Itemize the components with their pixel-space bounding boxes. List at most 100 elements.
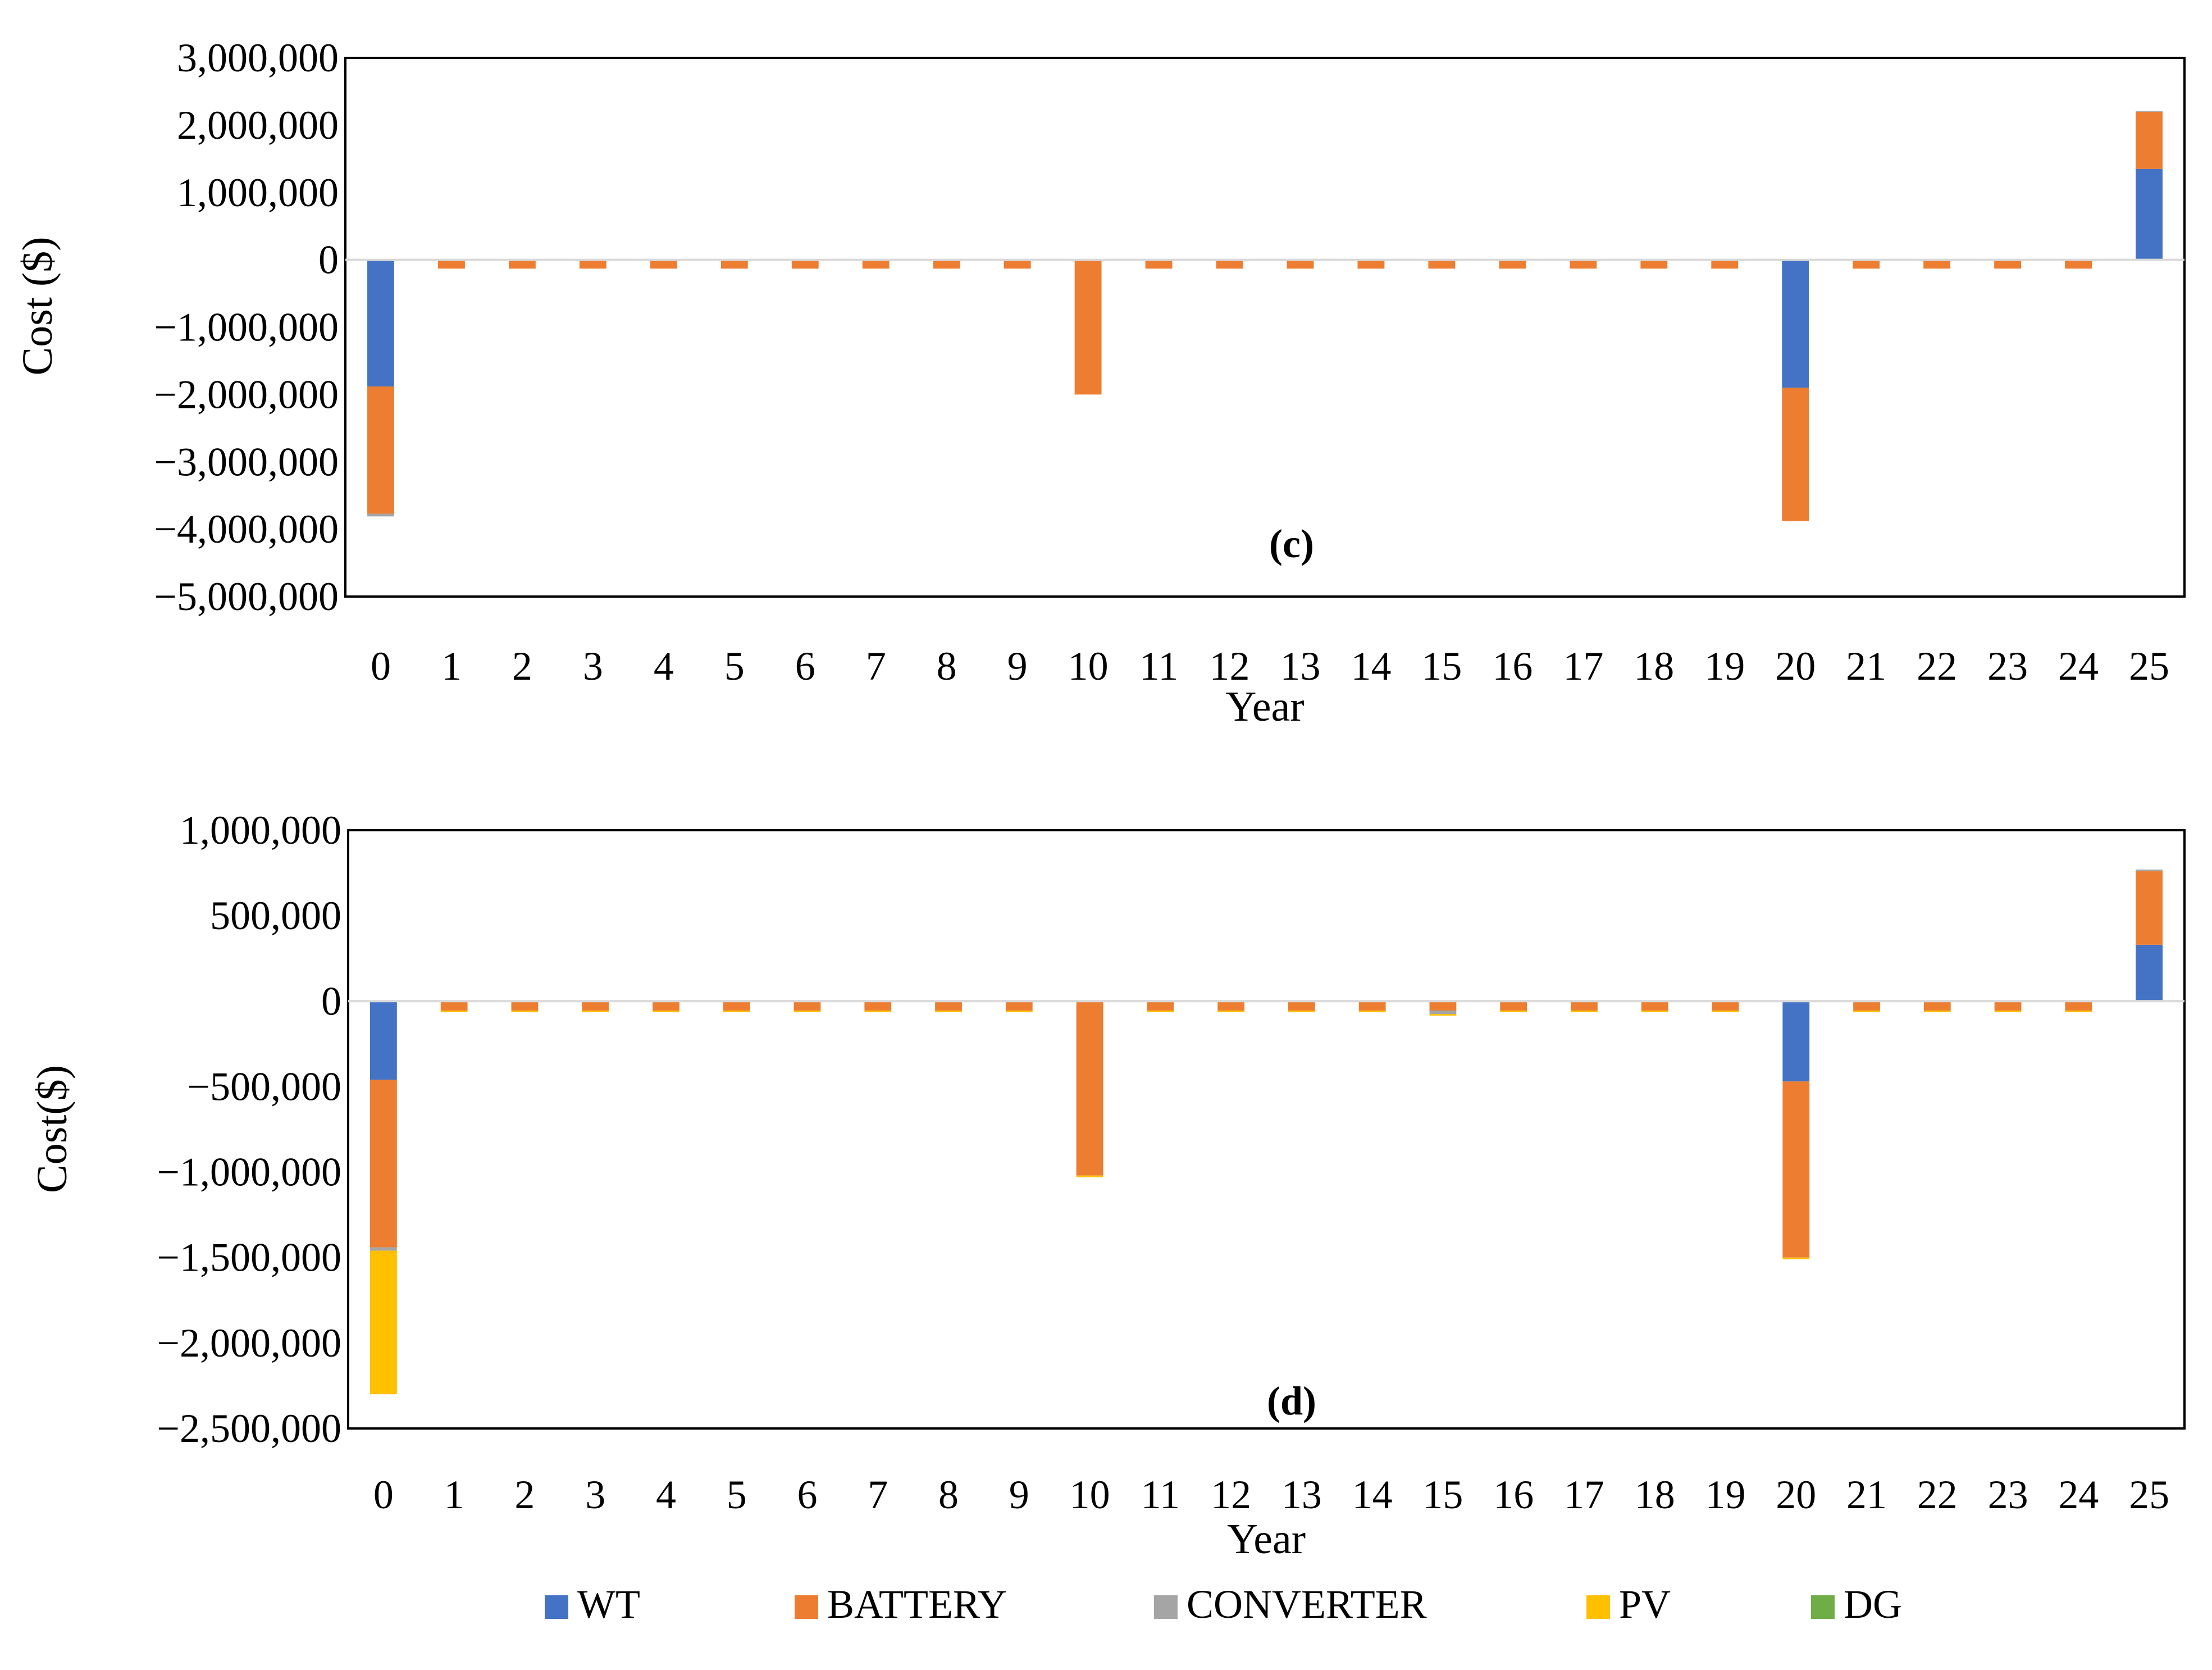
- bar-segment-pv-year-24: [2065, 1011, 2092, 1013]
- y-tick-label: 0: [318, 238, 339, 283]
- bar-segment-pv-year-11: [1147, 1011, 1174, 1013]
- bar-segment-battery-year-21: [1853, 1001, 1880, 1011]
- x-tick-label: 23: [1987, 644, 2028, 689]
- x-tick-label: 18: [1634, 644, 1674, 689]
- bar-segment-battery-year-21: [1853, 260, 1880, 269]
- y-tick-label: −1,500,000: [157, 1235, 341, 1280]
- x-tick-label: 8: [938, 1472, 959, 1517]
- bar-segment-battery-year-15: [1428, 260, 1456, 269]
- x-tick-label: 21: [1846, 644, 1886, 689]
- bar-segment-pv-year-10: [1076, 1175, 1103, 1177]
- bar-segment-pv-year-3: [582, 1011, 609, 1013]
- bar-segment-battery-year-4: [650, 260, 677, 269]
- bar-segment-pv-year-12: [1217, 1011, 1245, 1013]
- bar-segment-wt-year-0: [370, 1001, 397, 1080]
- bar-segment-battery-year-1: [438, 260, 465, 269]
- bar-segment-battery-year-9: [1004, 260, 1031, 269]
- legend-swatch-wt: [545, 1595, 568, 1619]
- bar-segment-battery-year-20: [1782, 1081, 1810, 1258]
- x-tick-label: 5: [727, 1472, 747, 1517]
- x-tick-label: 15: [1422, 1472, 1463, 1517]
- bar-segment-pv-year-18: [1641, 1011, 1668, 1013]
- bar-segment-battery-year-16: [1500, 1001, 1527, 1011]
- bar-segment-pv-year-21: [1853, 1011, 1880, 1013]
- bar-segment-battery-year-1: [440, 1001, 468, 1011]
- x-tick-label: 3: [583, 644, 603, 689]
- y-tick-label: −3,000,000: [154, 439, 339, 484]
- legend-swatch-dg: [1811, 1595, 1835, 1619]
- bar-segment-battery-year-25: [2136, 111, 2163, 169]
- legend-swatch-pv: [1586, 1595, 1610, 1619]
- x-tick-label: 1: [444, 1472, 464, 1517]
- x-tick-label: 13: [1280, 644, 1320, 689]
- x-tick-label: 3: [585, 1472, 605, 1517]
- bar-segment-pv-year-4: [653, 1011, 679, 1013]
- x-tick-label: 17: [1564, 1472, 1604, 1517]
- x-tick-label: 23: [1988, 1472, 2028, 1517]
- bar-segment-pv-year-6: [793, 1011, 821, 1013]
- bar-segment-battery-year-23: [1994, 260, 2022, 269]
- x-tick-label: 16: [1492, 644, 1533, 689]
- y-tick-label: −2,500,000: [157, 1406, 341, 1451]
- x-tick-label: 15: [1421, 644, 1462, 689]
- bar-segment-battery-year-6: [791, 260, 819, 269]
- y-tick-label: −1,000,000: [157, 1150, 341, 1195]
- bar-segment-battery-year-19: [1711, 260, 1739, 269]
- x-tick-label: 25: [2129, 644, 2169, 689]
- bar-segment-wt-year-0: [367, 260, 394, 386]
- bar-segment-battery-year-4: [653, 1001, 679, 1011]
- x-tick-label: 25: [2129, 1472, 2169, 1517]
- y-tick-label: −2,000,000: [157, 1321, 341, 1366]
- x-tick-label: 9: [1009, 1472, 1029, 1517]
- bar-segment-battery-year-3: [579, 260, 606, 269]
- bar-segment-battery-year-22: [1923, 260, 1951, 269]
- x-tick-label: 19: [1705, 1472, 1746, 1517]
- panel-label: (d): [1267, 1378, 1316, 1423]
- legend-label-converter: CONVERTER: [1187, 1582, 1427, 1627]
- bar-segment-battery-year-8: [933, 260, 960, 269]
- bar-segment-battery-year-17: [1571, 1001, 1598, 1011]
- legend-label-battery: BATTERY: [827, 1582, 1007, 1627]
- bar-segment-pv-year-1: [440, 1011, 468, 1013]
- plot-area-frame: [344, 57, 2186, 598]
- bar-segment-pv-year-19: [1712, 1011, 1739, 1013]
- x-tick-label: 19: [1704, 644, 1745, 689]
- x-tick-label: 21: [1846, 1472, 1887, 1517]
- bar-segment-battery-year-14: [1357, 260, 1385, 269]
- bar-segment-converter-year-25: [2136, 869, 2163, 872]
- bar-segment-pv-year-23: [1994, 1011, 2022, 1013]
- bar-segment-battery-year-0: [370, 1080, 397, 1248]
- bar-segment-pv-year-8: [935, 1011, 962, 1013]
- bar-segment-pv-year-15: [1429, 1014, 1457, 1016]
- x-tick-label: 4: [656, 1472, 676, 1517]
- x-axis-title: Year: [1225, 683, 1304, 730]
- bar-segment-battery-year-25: [2136, 871, 2163, 945]
- x-tick-label: 24: [2058, 644, 2099, 689]
- bar-segment-battery-year-13: [1287, 260, 1314, 269]
- bar-segment-battery-year-7: [862, 260, 890, 269]
- bar-segment-battery-year-11: [1147, 1001, 1174, 1011]
- bar-segment-pv-year-2: [511, 1011, 539, 1013]
- x-tick-label: 2: [512, 644, 532, 689]
- legend-swatch-converter: [1154, 1595, 1178, 1619]
- bar-segment-pv-year-22: [1923, 1011, 1951, 1013]
- bar-segment-battery-year-8: [935, 1001, 962, 1011]
- legend-swatch-battery: [795, 1595, 818, 1619]
- y-tick-label: 1,000,000: [180, 808, 341, 853]
- bar-segment-battery-year-24: [2065, 260, 2092, 269]
- bar-segment-battery-year-17: [1570, 260, 1597, 269]
- bar-segment-battery-year-13: [1288, 1001, 1315, 1011]
- x-tick-label: 20: [1776, 1472, 1816, 1517]
- x-tick-label: 13: [1281, 1472, 1322, 1517]
- legend-label-dg: DG: [1844, 1582, 1902, 1627]
- panel-label: (c): [1269, 521, 1314, 566]
- bar-segment-battery-year-19: [1712, 1001, 1739, 1011]
- y-tick-label: 3,000,000: [177, 35, 339, 80]
- chart-panel-d: 1,000,000 500,000 0 −500,000 −1,000,000 −1,50…: [29, 808, 2186, 1563]
- bar-segment-battery-year-2: [508, 260, 536, 269]
- bar-segment-battery-year-5: [723, 1001, 750, 1011]
- y-tick-label: −5,000,000: [154, 574, 339, 619]
- bar-segment-pv-year-16: [1500, 1011, 1527, 1013]
- legend-label-wt: WT: [577, 1582, 640, 1627]
